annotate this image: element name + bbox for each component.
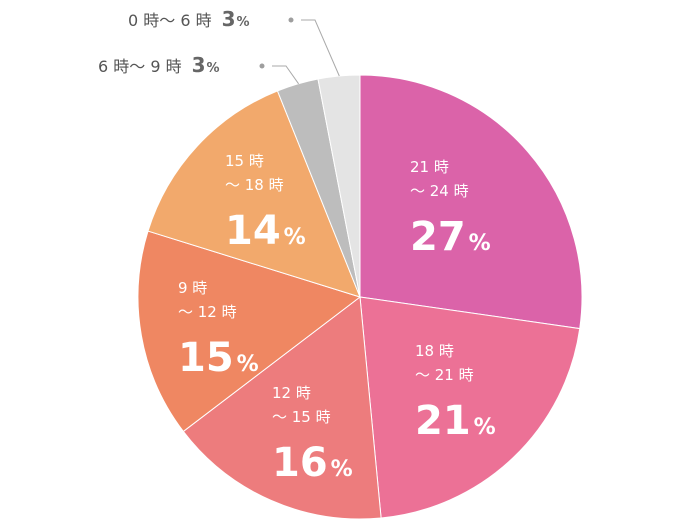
slice-percent-value: 16: [272, 440, 328, 486]
slice-range-line2: ～ 21 時: [415, 366, 474, 384]
leader-dot: [288, 17, 294, 23]
slice-percent: 27%: [410, 214, 491, 260]
slice-range-line2: ～ 24 時: [410, 182, 469, 200]
leader-line: [301, 19, 340, 77]
pie-slice: [359, 74, 583, 330]
slice-percent-value: 3: [192, 53, 206, 77]
slice-range-line2: ～ 18 時: [225, 176, 284, 194]
pie-slice: [359, 296, 581, 519]
slice-range-line2: ～ 15 時: [272, 408, 331, 426]
slice-range-line2: ～ 12 時: [178, 303, 237, 321]
slice-percent: 15%: [178, 335, 259, 381]
slice-label: 15 時 ～ 18 時 14%: [225, 152, 306, 254]
slice-percent-sign: %: [237, 352, 259, 377]
pie-slice: [182, 296, 382, 520]
slice-percent-sign: %: [284, 225, 306, 250]
slice-percent-value: 15: [178, 335, 234, 381]
slice-percent-sign: %: [474, 415, 496, 440]
slice-percent: 14%: [225, 208, 306, 254]
slice-label: 18 時 ～ 21 時 21%: [415, 342, 496, 444]
slice-percent-value: 3: [222, 7, 236, 31]
slice-range-line1: 0 時～ 6 時: [128, 11, 212, 30]
slice-range-line1: 21 時: [410, 158, 449, 176]
slice-range-line1: 15 時: [225, 152, 264, 170]
slice-percent: 21%: [415, 398, 496, 444]
slice-percent-value: 14: [225, 208, 281, 254]
slice-label: 12 時 ～ 15 時 16%: [272, 384, 353, 486]
slice-percent-value: 27: [410, 214, 466, 260]
slice-range-line1: 6 時～ 9 時: [98, 57, 182, 76]
slice-label: 9 時 ～ 12 時 15%: [178, 279, 259, 381]
slice-percent-sign: %: [469, 231, 491, 256]
slice-percent: 16%: [272, 440, 353, 486]
pie-slice: [147, 90, 361, 298]
pie-slice: [137, 230, 362, 433]
slice-percent-value: 21: [415, 398, 471, 444]
slice-range-line1: 12 時: [272, 384, 311, 402]
slice-percent-sign: %: [331, 457, 353, 482]
outside-slice-label: 0 時～ 6 時 3%: [128, 7, 250, 31]
slice-range-line1: 18 時: [415, 342, 454, 360]
slice-percent-sign: %: [207, 61, 220, 76]
slice-label: 21 時 ～ 24 時 27%: [410, 158, 491, 260]
slice-range-line1: 9 時: [178, 279, 207, 297]
leader-line: [272, 65, 300, 85]
leader-dot: [259, 63, 265, 69]
outside-slice-label: 6 時～ 9 時 3%: [98, 53, 220, 77]
slice-percent-sign: %: [237, 15, 250, 30]
